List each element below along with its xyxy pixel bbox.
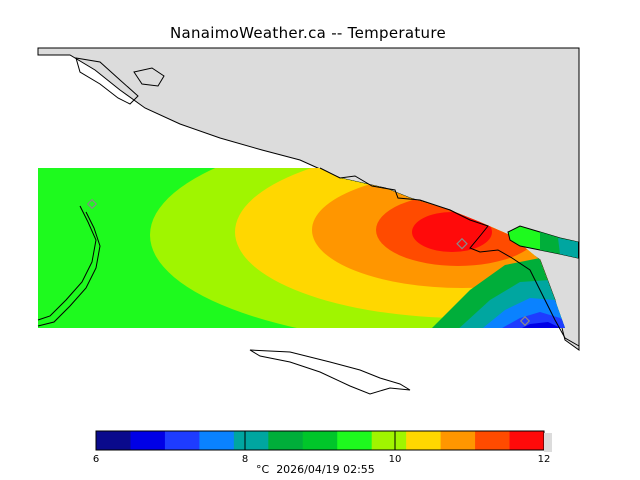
legend-swatch bbox=[440, 431, 476, 450]
legend-swatch bbox=[268, 431, 304, 450]
legend-swatch bbox=[475, 431, 511, 450]
legend-tick-label: 6 bbox=[92, 454, 100, 465]
legend-unit: °C bbox=[256, 463, 270, 476]
legend-swatch bbox=[337, 431, 373, 450]
legend-swatch bbox=[96, 431, 131, 450]
station-marker-nanaimo bbox=[456, 237, 468, 250]
timestamp: 2026/04/19 02:55 bbox=[276, 463, 375, 476]
station-markers bbox=[86, 198, 531, 327]
legend-caption: °C 2026/04/19 02:55 bbox=[256, 463, 375, 476]
legend-swatch bbox=[130, 431, 166, 450]
station-marker-west bbox=[86, 198, 98, 210]
legend-swatch bbox=[302, 431, 338, 450]
legend-swatch bbox=[199, 431, 235, 450]
legend-tick-label: 10 bbox=[388, 454, 402, 465]
coastlines bbox=[37, 57, 580, 395]
legend-tick-label: 12 bbox=[537, 454, 551, 465]
legend-swatch bbox=[371, 431, 407, 450]
legend-swatch bbox=[509, 431, 545, 450]
station-marker-southeast bbox=[519, 315, 531, 327]
legend-swatch bbox=[233, 431, 269, 450]
peninsula-strip bbox=[507, 225, 579, 259]
legend-swatch bbox=[164, 431, 200, 450]
legend-swatch bbox=[406, 431, 442, 450]
map-title: NanaimoWeather.ca -- Temperature bbox=[169, 24, 447, 42]
legend-tick-label: 8 bbox=[241, 454, 249, 465]
